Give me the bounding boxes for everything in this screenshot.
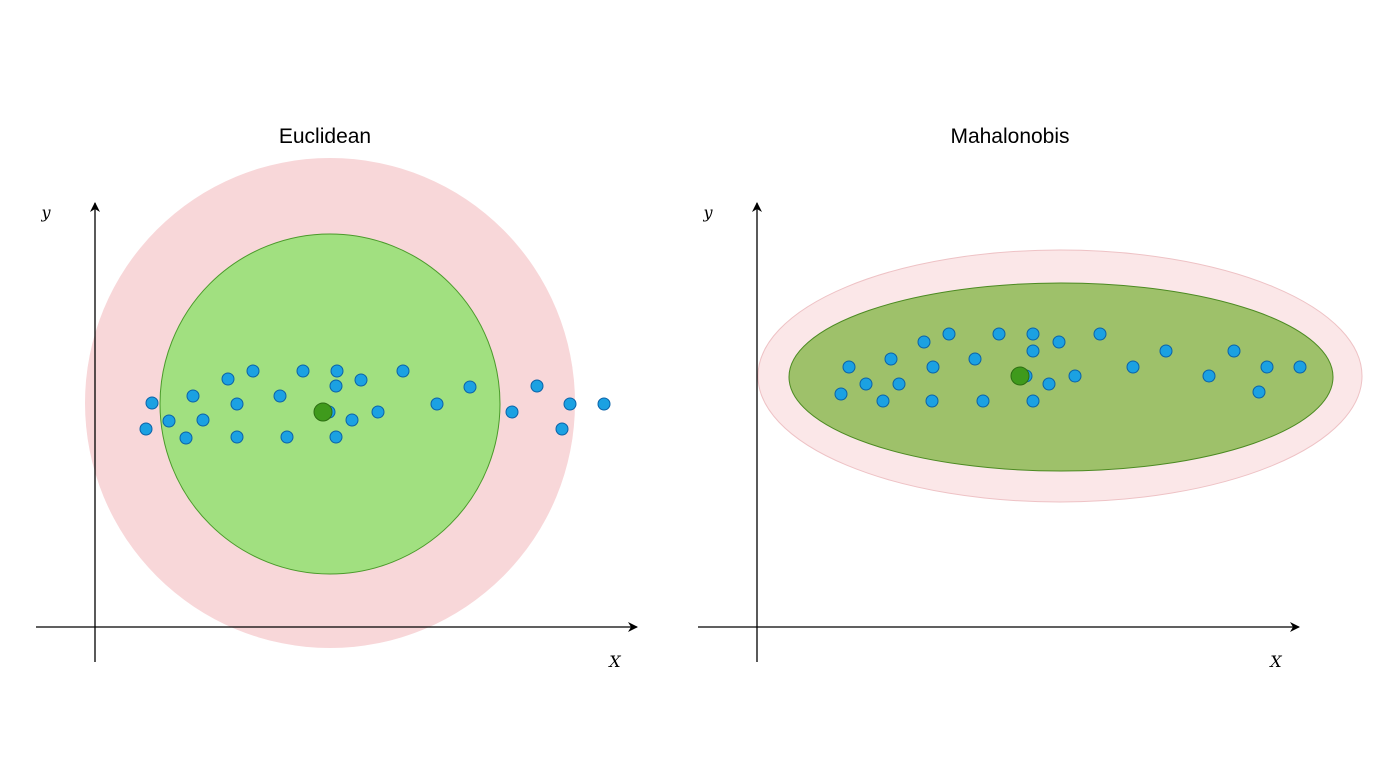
- data-point: [563, 397, 577, 411]
- mahalanobis-title: Mahalonobis: [950, 125, 1069, 148]
- data-point: [876, 394, 890, 408]
- data-point: [942, 327, 956, 341]
- data-point: [1052, 335, 1066, 349]
- data-point: [1026, 394, 1040, 408]
- data-point: [834, 387, 848, 401]
- data-point: [354, 373, 368, 387]
- data-point: [330, 364, 344, 378]
- mahalanobis-y-axis-label: y: [702, 203, 713, 222]
- data-point: [530, 379, 544, 393]
- data-point: [555, 422, 569, 436]
- mahalanobis-x-axis-label: X: [1268, 652, 1282, 671]
- data-point: [505, 405, 519, 419]
- mahalanobis-inner-ellipse: [788, 282, 1334, 472]
- euclidean-panel: Euclidean y X: [36, 125, 638, 671]
- data-point: [371, 405, 385, 419]
- data-point: [280, 430, 294, 444]
- data-point: [1227, 344, 1241, 358]
- euclidean-centroid: [313, 402, 333, 422]
- data-point: [1026, 327, 1040, 341]
- data-point: [1026, 344, 1040, 358]
- euclidean-data-points: [139, 364, 611, 445]
- euclidean-x-axis-label: X: [607, 652, 621, 671]
- data-point: [396, 364, 410, 378]
- data-point: [892, 377, 906, 391]
- data-point: [842, 360, 856, 374]
- data-point: [926, 360, 940, 374]
- data-point: [884, 352, 898, 366]
- data-point: [1252, 385, 1266, 399]
- data-point: [925, 394, 939, 408]
- data-point: [1293, 360, 1307, 374]
- mahalanobis-centroid: [1010, 366, 1030, 386]
- data-point: [145, 396, 159, 410]
- data-point: [273, 389, 287, 403]
- data-point: [968, 352, 982, 366]
- data-point: [1126, 360, 1140, 374]
- data-point: [296, 364, 310, 378]
- data-point: [179, 431, 193, 445]
- mahalanobis-panel: Mahalonobis y X: [698, 125, 1363, 671]
- euclidean-inner-circle: [159, 233, 501, 575]
- data-point: [463, 380, 477, 394]
- data-point: [196, 413, 210, 427]
- data-point: [1202, 369, 1216, 383]
- data-point: [1260, 360, 1274, 374]
- data-point: [230, 430, 244, 444]
- data-point: [329, 430, 343, 444]
- data-point: [1042, 377, 1056, 391]
- data-point: [917, 335, 931, 349]
- euclidean-title: Euclidean: [279, 125, 371, 148]
- data-point: [859, 377, 873, 391]
- data-point: [1068, 369, 1082, 383]
- data-point: [246, 364, 260, 378]
- data-point: [329, 379, 343, 393]
- data-point: [1093, 327, 1107, 341]
- data-point: [1159, 344, 1173, 358]
- data-point: [139, 422, 153, 436]
- data-point: [976, 394, 990, 408]
- data-point: [186, 389, 200, 403]
- data-point: [992, 327, 1006, 341]
- data-point: [230, 397, 244, 411]
- euclidean-y-axis-label: y: [40, 203, 51, 222]
- data-point: [221, 372, 235, 386]
- data-point: [345, 413, 359, 427]
- data-point: [162, 414, 176, 428]
- data-point: [597, 397, 611, 411]
- data-point: [430, 397, 444, 411]
